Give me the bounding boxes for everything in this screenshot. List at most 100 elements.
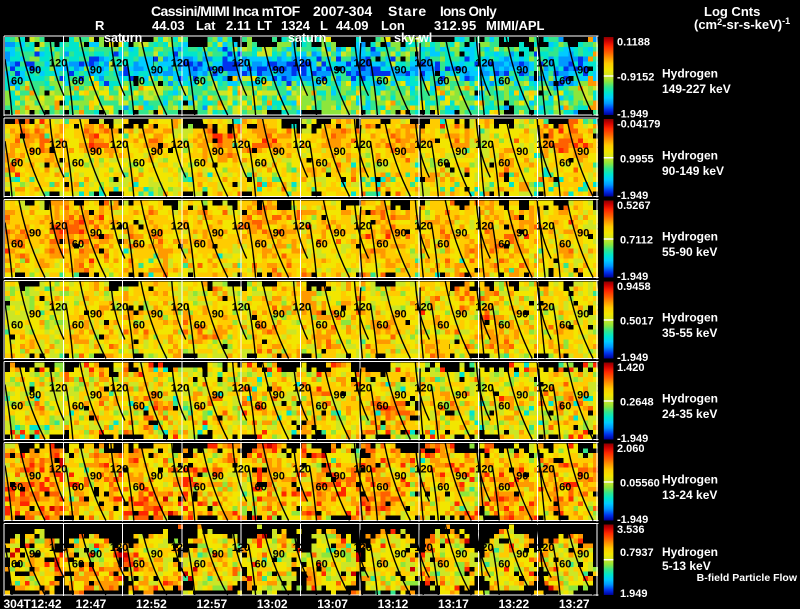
svg-text:120: 120	[536, 464, 554, 476]
svg-text:120: 120	[597, 139, 615, 151]
svg-text:120: 120	[354, 383, 372, 395]
svg-text:90: 90	[516, 390, 528, 402]
svg-text:60: 60	[194, 482, 206, 494]
svg-text:90: 90	[394, 390, 406, 402]
svg-text:60: 60	[316, 239, 328, 251]
svg-text:60: 60	[437, 76, 449, 88]
svg-text:60: 60	[316, 157, 328, 169]
svg-text:60: 60	[437, 239, 449, 251]
svg-text:-1.949: -1.949	[617, 109, 648, 121]
svg-text:Lat: Lat	[196, 18, 216, 33]
svg-text:90: 90	[273, 390, 285, 402]
svg-text:90: 90	[151, 64, 163, 76]
svg-text:60: 60	[437, 401, 449, 413]
svg-text:90: 90	[394, 471, 406, 483]
svg-text:1.420: 1.420	[617, 362, 645, 374]
svg-text:120: 120	[110, 302, 128, 314]
svg-text:13-24 keV: 13-24 keV	[662, 488, 717, 502]
svg-text:60: 60	[72, 559, 84, 571]
svg-text:LT: LT	[257, 18, 272, 33]
svg-text:120: 120	[293, 57, 311, 69]
svg-text:60: 60	[11, 157, 23, 169]
svg-text:90: 90	[29, 390, 41, 402]
svg-text:120: 120	[536, 383, 554, 395]
svg-text:149-227 keV: 149-227 keV	[662, 82, 731, 96]
svg-text:90: 90	[212, 390, 224, 402]
svg-text:0.7112: 0.7112	[620, 235, 653, 247]
svg-text:Hydrogen: Hydrogen	[662, 545, 718, 559]
svg-text:0.7937: 0.7937	[620, 547, 654, 559]
svg-text:120: 120	[293, 139, 311, 151]
svg-text:60: 60	[376, 76, 388, 88]
svg-text:0.5017: 0.5017	[620, 316, 654, 328]
svg-text:90: 90	[455, 390, 467, 402]
svg-text:90: 90	[90, 548, 102, 560]
svg-text:60: 60	[194, 157, 206, 169]
svg-text:120: 120	[171, 139, 189, 151]
svg-text:312.95: 312.95	[434, 18, 477, 33]
svg-text:60: 60	[316, 76, 328, 88]
svg-text:60: 60	[11, 239, 23, 251]
svg-text:60: 60	[133, 157, 145, 169]
svg-text:60: 60	[133, 559, 145, 571]
svg-text:60: 60	[11, 320, 23, 332]
svg-text:90: 90	[334, 309, 346, 321]
svg-text:120: 120	[171, 383, 189, 395]
svg-text:120: 120	[110, 57, 128, 69]
svg-text:-0.04179: -0.04179	[617, 119, 660, 131]
svg-text:60: 60	[133, 239, 145, 251]
svg-text:Lon: Lon	[381, 18, 405, 33]
svg-text:90: 90	[577, 548, 589, 560]
svg-text:60: 60	[437, 559, 449, 571]
svg-text:60: 60	[255, 401, 267, 413]
svg-text:Log Cnts: Log Cnts	[704, 4, 760, 19]
svg-text:60: 60	[316, 482, 328, 494]
svg-text:90: 90	[151, 309, 163, 321]
svg-text:120: 120	[110, 139, 128, 151]
svg-text:120: 120	[171, 57, 189, 69]
svg-text:1324: 1324	[281, 18, 311, 33]
svg-text:120: 120	[414, 383, 432, 395]
svg-text:120: 120	[475, 464, 493, 476]
svg-text:60: 60	[376, 401, 388, 413]
svg-text:120: 120	[475, 139, 493, 151]
svg-text:120: 120	[171, 464, 189, 476]
svg-text:120: 120	[293, 464, 311, 476]
svg-text:60: 60	[559, 559, 571, 571]
svg-text:-1.949: -1.949	[617, 190, 648, 202]
svg-text:90: 90	[29, 228, 41, 240]
svg-text:12:47: 12:47	[76, 597, 107, 609]
svg-text:90: 90	[151, 471, 163, 483]
svg-text:120: 120	[597, 464, 615, 476]
svg-text:60: 60	[72, 76, 84, 88]
svg-text:90: 90	[212, 228, 224, 240]
svg-text:Hydrogen: Hydrogen	[662, 392, 718, 406]
svg-text:120: 120	[414, 542, 432, 554]
svg-text:90: 90	[394, 309, 406, 321]
svg-text:60: 60	[255, 157, 267, 169]
svg-text:90: 90	[334, 228, 346, 240]
svg-text:60: 60	[559, 76, 571, 88]
svg-text:60: 60	[437, 320, 449, 332]
svg-text:120: 120	[536, 221, 554, 233]
svg-text:saturn: saturn	[104, 31, 142, 45]
svg-text:90: 90	[212, 146, 224, 158]
svg-text:90: 90	[516, 309, 528, 321]
svg-text:Hydrogen: Hydrogen	[662, 148, 718, 162]
svg-text:120: 120	[49, 139, 67, 151]
svg-text:Hydrogen: Hydrogen	[662, 473, 718, 487]
svg-text:60: 60	[376, 559, 388, 571]
svg-text:60: 60	[194, 76, 206, 88]
svg-text:90: 90	[455, 471, 467, 483]
svg-text:13:12: 13:12	[378, 597, 409, 609]
svg-text:44.03: 44.03	[152, 18, 185, 33]
svg-text:5-13 keV: 5-13 keV	[662, 559, 711, 573]
svg-text:120: 120	[536, 302, 554, 314]
svg-text:90: 90	[455, 309, 467, 321]
svg-text:-1.949: -1.949	[617, 271, 648, 283]
svg-text:90: 90	[273, 471, 285, 483]
svg-text:120: 120	[293, 542, 311, 554]
svg-text:90: 90	[334, 64, 346, 76]
svg-text:60: 60	[437, 157, 449, 169]
svg-text:90: 90	[151, 146, 163, 158]
